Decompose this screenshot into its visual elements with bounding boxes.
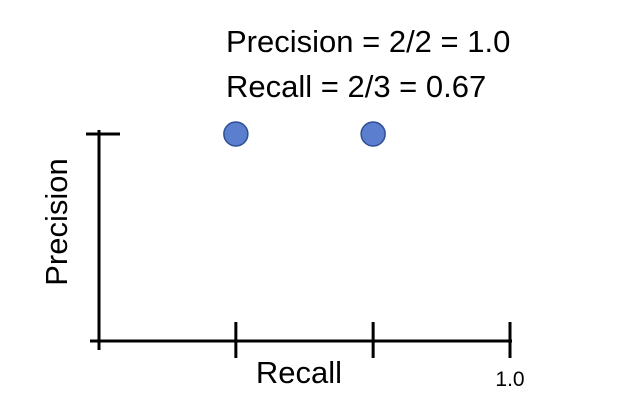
data-points-group	[223, 121, 386, 147]
x-tick-label: 1.0	[495, 368, 524, 391]
annotation-precision: Precision = 2/2 = 1.0	[226, 24, 510, 59]
x-axis-label: Recall	[256, 355, 342, 390]
data-point	[223, 121, 249, 147]
data-point	[360, 121, 386, 147]
x-ticks-group: 1.0	[234, 322, 525, 391]
annotation-recall: Recall = 2/3 = 0.67	[226, 69, 486, 104]
y-axis-label: Precision	[39, 158, 74, 286]
